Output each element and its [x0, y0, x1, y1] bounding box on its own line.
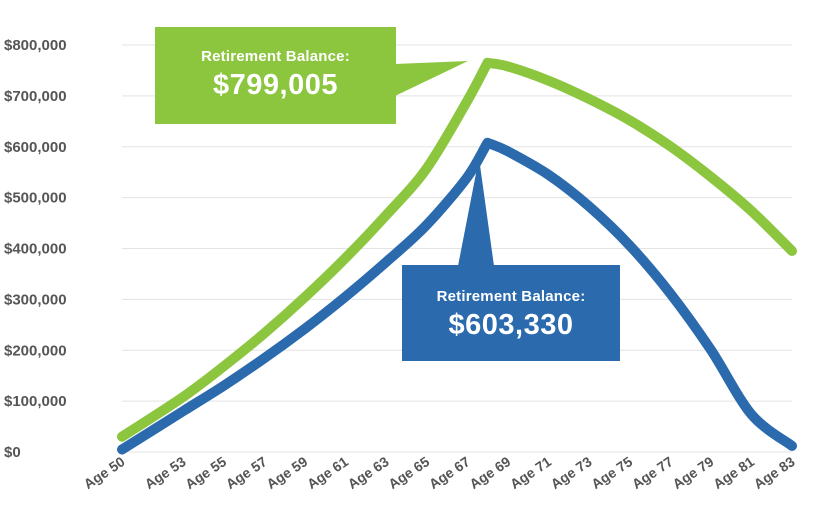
x-tick-label: Age 73	[548, 453, 595, 492]
callout-green-value: $799,005	[213, 69, 338, 101]
x-tick-label: Age 79	[669, 453, 716, 492]
x-tick-label: Age 77	[629, 453, 676, 492]
y-tick-label: $600,000	[4, 139, 67, 156]
x-tick-label: Age 65	[385, 453, 432, 492]
x-tick-label: Age 59	[263, 453, 310, 492]
x-tick-label: Age 55	[182, 453, 229, 492]
x-tick-label: Age 63	[345, 453, 392, 492]
y-tick-label: $500,000	[4, 190, 67, 207]
callout-blue-value: $603,330	[448, 309, 574, 341]
y-tick-label: $200,000	[4, 342, 67, 359]
retirement-balance-callout-green: Retirement Balance: $799,005	[155, 27, 396, 124]
green-balance-line	[117, 57, 797, 442]
y-tick-label: $800,000	[4, 37, 67, 54]
y-tick-label: $100,000	[4, 393, 67, 410]
retirement-balance-callout-blue: Retirement Balance: $603,330	[402, 265, 620, 361]
x-tick-label: Age 75	[588, 453, 635, 492]
y-axis-ticks: $0 $100,000 $200,000 $300,000 $400,000 $500,0…	[4, 37, 67, 461]
series-lines	[117, 57, 797, 455]
x-tick-label: Age 81	[710, 453, 757, 492]
callout-green-label: Retirement Balance:	[201, 48, 350, 65]
y-tick-label: $700,000	[4, 88, 67, 105]
blue-balance-line	[117, 137, 797, 455]
x-tick-label: Age 69	[466, 453, 513, 492]
callout-pointers	[395, 61, 494, 266]
y-tick-label: $300,000	[4, 291, 67, 308]
y-tick-label: $400,000	[4, 241, 67, 258]
x-tick-label: Age 67	[426, 453, 473, 492]
callout-green-pointer	[395, 61, 468, 96]
x-tick-label: Age 61	[304, 453, 351, 492]
x-tick-label: Age 53	[142, 453, 189, 492]
callout-blue-pointer	[458, 158, 494, 266]
x-tick-label: Age 83	[751, 453, 798, 492]
y-tick-label: $0	[4, 444, 21, 461]
callout-blue-label: Retirement Balance:	[436, 288, 586, 305]
x-tick-label: Age 71	[507, 453, 554, 492]
x-tick-label: Age 57	[223, 453, 270, 492]
x-tick-label: Age 50	[81, 453, 128, 492]
